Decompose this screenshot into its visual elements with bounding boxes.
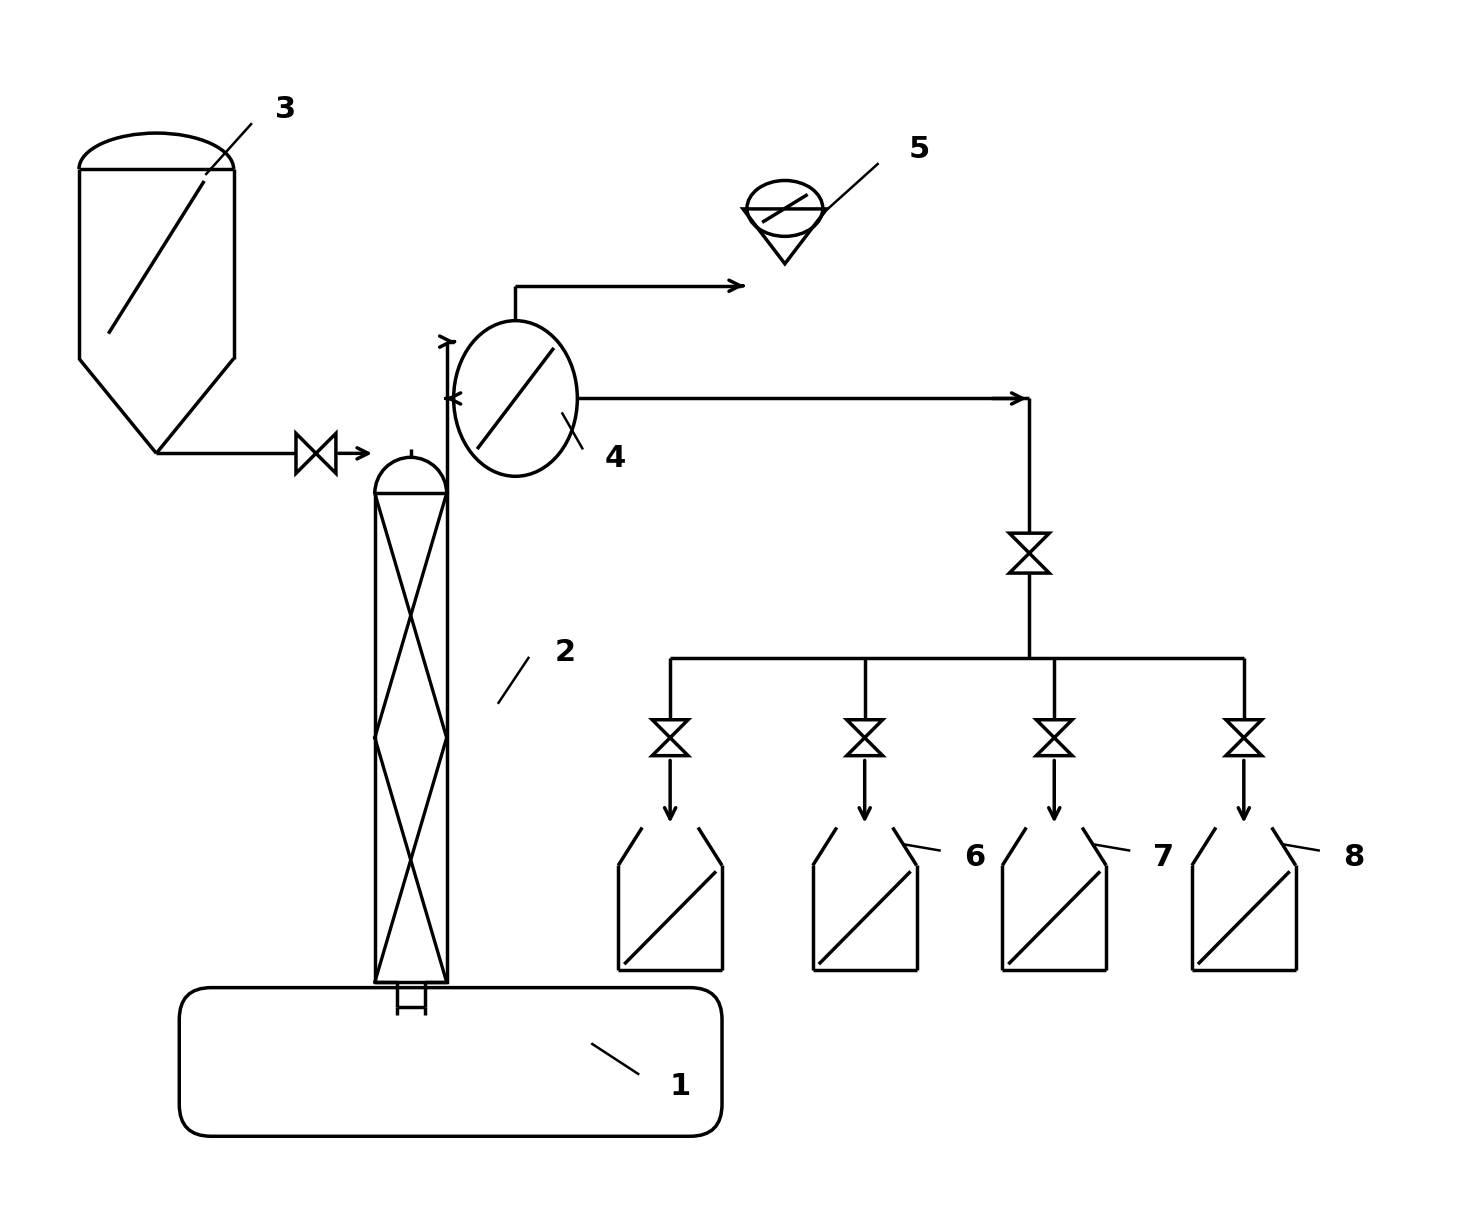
Ellipse shape: [453, 320, 577, 477]
Text: 7: 7: [1153, 843, 1175, 872]
Text: 6: 6: [964, 843, 986, 872]
Bar: [375, 494, 446, 983]
Text: 8: 8: [1343, 843, 1365, 872]
Text: 1: 1: [669, 1072, 691, 1101]
Text: 2: 2: [555, 638, 576, 667]
Text: 4: 4: [605, 444, 625, 473]
Text: 3: 3: [276, 95, 296, 124]
FancyBboxPatch shape: [179, 987, 722, 1137]
Ellipse shape: [746, 181, 822, 237]
Text: 5: 5: [908, 135, 930, 164]
